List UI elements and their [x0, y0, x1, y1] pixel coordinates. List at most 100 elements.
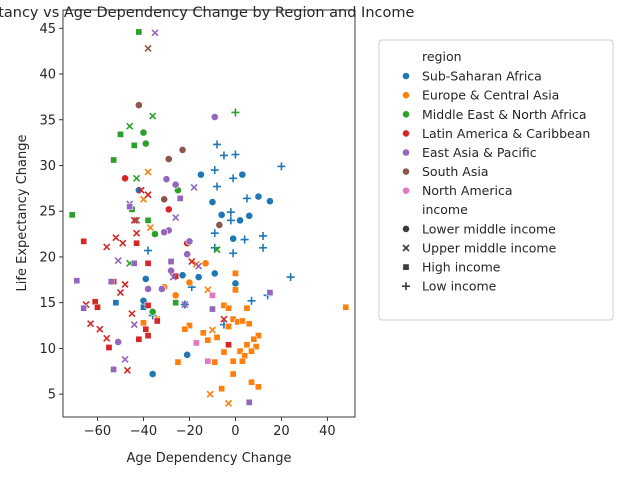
- legend-entry: East Asia & Pacific: [422, 145, 537, 160]
- legend-swatch: [402, 148, 410, 157]
- legend-marker: [402, 282, 410, 291]
- data-point: [193, 339, 200, 347]
- data-point: [188, 257, 196, 266]
- data-point: [144, 302, 152, 309]
- legend-entry: Lower middle income: [422, 221, 556, 236]
- data-point: [133, 229, 141, 237]
- x-tick-label: 20: [273, 424, 290, 439]
- data-point: [195, 262, 203, 270]
- data-point: [128, 310, 136, 318]
- data-point: [206, 390, 214, 398]
- y-tick-label: 30: [39, 159, 56, 174]
- data-point: [204, 336, 212, 344]
- data-point: [144, 217, 152, 224]
- data-point: [197, 170, 205, 179]
- legend: region Sub-Saharan Africa Europe & Central…: [378, 39, 614, 321]
- x-tick-label: 0: [231, 424, 239, 439]
- data-point: [240, 235, 249, 244]
- data-point: [171, 180, 180, 189]
- data-point: [220, 315, 228, 323]
- data-point: [140, 319, 147, 327]
- data-point: [236, 347, 244, 355]
- data-point: [169, 273, 177, 281]
- data-point: [247, 296, 256, 305]
- data-point: [164, 205, 173, 214]
- data-point: [266, 289, 274, 296]
- data-point: [218, 385, 225, 392]
- data-points: [68, 28, 350, 407]
- data-point: [103, 243, 111, 251]
- legend-marker: [402, 244, 410, 252]
- data-point: [183, 250, 192, 259]
- data-point: [220, 348, 228, 356]
- data-point: [342, 303, 350, 311]
- data-point: [204, 286, 212, 294]
- x-tick-label: −20: [176, 424, 203, 439]
- data-point: [185, 237, 194, 246]
- data-point: [144, 168, 152, 176]
- data-point: [105, 344, 113, 351]
- data-point: [144, 191, 152, 199]
- data-point: [213, 246, 221, 254]
- data-point: [252, 343, 260, 350]
- legend-swatch: [402, 129, 410, 138]
- data-point: [172, 299, 180, 307]
- data-point: [146, 224, 154, 232]
- data-point: [231, 108, 240, 117]
- data-point: [238, 317, 246, 325]
- data-point: [211, 358, 219, 366]
- data-point: [194, 273, 203, 281]
- legend-entry: High income: [422, 260, 501, 275]
- data-point: [148, 307, 157, 316]
- data-point: [232, 286, 239, 294]
- data-point: [139, 128, 148, 137]
- data-point: [266, 197, 274, 206]
- data-point: [133, 216, 141, 224]
- y-axis: 5 10 15 20 25 30 35 40 45: [39, 22, 63, 403]
- data-point: [110, 366, 117, 373]
- data-point: [174, 358, 182, 366]
- data-point: [133, 174, 141, 182]
- data-point: [181, 325, 189, 333]
- data-point: [255, 383, 262, 391]
- data-point: [210, 229, 219, 238]
- data-point: [242, 194, 251, 203]
- data-point: [172, 214, 180, 222]
- data-point: [225, 341, 232, 349]
- data-point: [112, 234, 120, 242]
- data-point: [238, 170, 247, 179]
- data-point: [144, 332, 152, 339]
- data-point: [259, 231, 268, 240]
- data-point: [123, 366, 131, 374]
- data-point: [73, 277, 81, 285]
- data-point: [286, 273, 295, 282]
- data-point: [210, 166, 219, 175]
- data-point: [183, 350, 192, 359]
- data-point: [238, 357, 246, 365]
- data-point: [245, 211, 254, 220]
- data-point: [126, 122, 134, 130]
- y-tick-label: 5: [48, 388, 56, 403]
- legend-frame: [378, 39, 614, 321]
- legend-hue-title: region: [422, 49, 462, 64]
- data-point: [213, 334, 221, 341]
- data-point: [243, 341, 251, 349]
- data-point: [229, 370, 237, 378]
- data-point: [130, 216, 138, 224]
- data-point: [87, 320, 95, 328]
- data-point: [236, 216, 244, 225]
- data-point: [148, 370, 157, 378]
- data-point: [176, 195, 184, 202]
- data-point: [141, 274, 150, 283]
- data-point: [144, 246, 153, 255]
- data-point: [144, 285, 152, 293]
- data-point: [137, 186, 145, 194]
- y-tick-label: 45: [39, 22, 56, 37]
- data-point: [201, 259, 210, 268]
- data-point: [112, 299, 120, 307]
- y-tick-label: 20: [39, 250, 56, 265]
- legend-entry: North America: [422, 183, 513, 198]
- data-point: [126, 203, 134, 210]
- data-point: [119, 239, 127, 247]
